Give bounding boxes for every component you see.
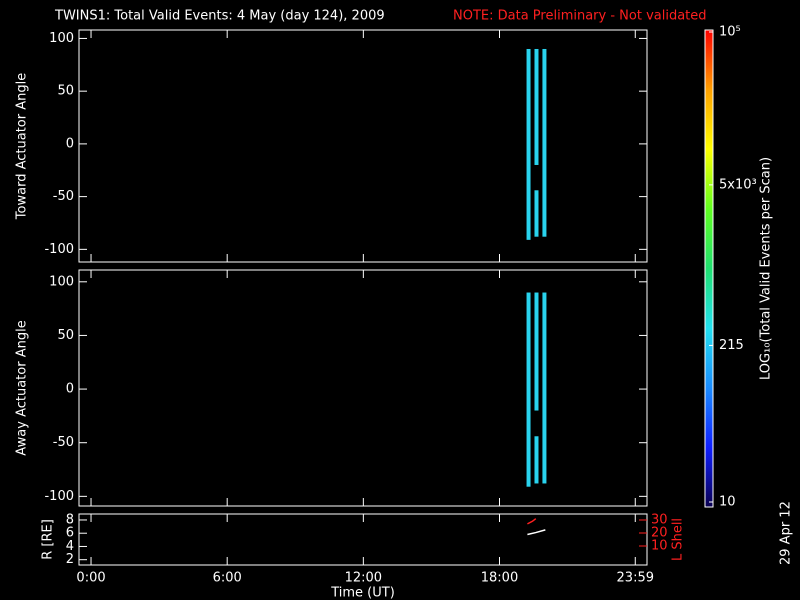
panel-frame [78, 269, 648, 507]
data-cell [534, 292, 539, 411]
data-cell [534, 436, 539, 484]
y-tick-label: 2 [66, 552, 74, 567]
colorbar-label: LOG₁₀(Total Valid Events per Scan) [759, 157, 774, 380]
panel-frame [78, 29, 648, 263]
colorbar-tick-label: 10⁵ [719, 25, 741, 40]
colorbar [704, 29, 714, 508]
data-cell [526, 48, 531, 240]
data-line [527, 518, 537, 525]
y-tick-label: -50 [53, 435, 74, 450]
y-tick-label: 4 [66, 539, 74, 554]
y-tick-label: 50 [57, 84, 74, 99]
y-tick-label: 50 [57, 328, 74, 343]
y-axis-label: Away Actuator Angle [15, 320, 30, 455]
chart-title: TWINS1: Total Valid Events: 4 May (day 1… [54, 9, 385, 24]
y-tick-label: 0 [66, 136, 74, 151]
y-tick-label: 100 [49, 31, 74, 46]
x-axis-label: Time (UT) [330, 586, 395, 600]
x-tick-label: 23:59 [617, 571, 654, 586]
data-cell [526, 292, 531, 487]
y2-tick-label: 30 [651, 512, 668, 527]
chart-note: NOTE: Data Preliminary - Not validated [453, 9, 707, 24]
data-cell [542, 48, 547, 237]
colorbar-tick-label: 10 [719, 495, 736, 510]
data-cell [534, 48, 539, 165]
data-cell [534, 190, 539, 237]
panel-frame [78, 513, 648, 566]
y-axis-label: Toward Actuator Angle [15, 73, 30, 220]
date-stamp: 29 Apr 12 [779, 501, 794, 565]
y-tick-label: 0 [66, 382, 74, 397]
y-axis-label: R [RE] [41, 519, 56, 560]
y-tick-label: -50 [53, 189, 74, 204]
colorbar-tick-label: 215 [719, 338, 744, 353]
data-cell [542, 292, 547, 484]
y-tick-label: -100 [44, 489, 74, 504]
colorbar-tick-label: 5x10³ [719, 177, 757, 192]
y-tick-label: -100 [44, 242, 74, 257]
x-tick-label: 6:00 [213, 571, 242, 586]
y-tick-label: 8 [66, 512, 74, 527]
data-line [527, 529, 546, 536]
y-tick-label: 6 [66, 526, 74, 541]
y-tick-label: 100 [49, 274, 74, 289]
x-tick-label: 12:00 [345, 571, 382, 586]
y2-axis-label: L Shell [671, 518, 686, 561]
y2-tick-label: 20 [651, 525, 668, 540]
y2-tick-label: 10 [651, 539, 668, 554]
x-tick-label: 0:00 [76, 571, 105, 586]
x-tick-label: 18:00 [481, 571, 518, 586]
